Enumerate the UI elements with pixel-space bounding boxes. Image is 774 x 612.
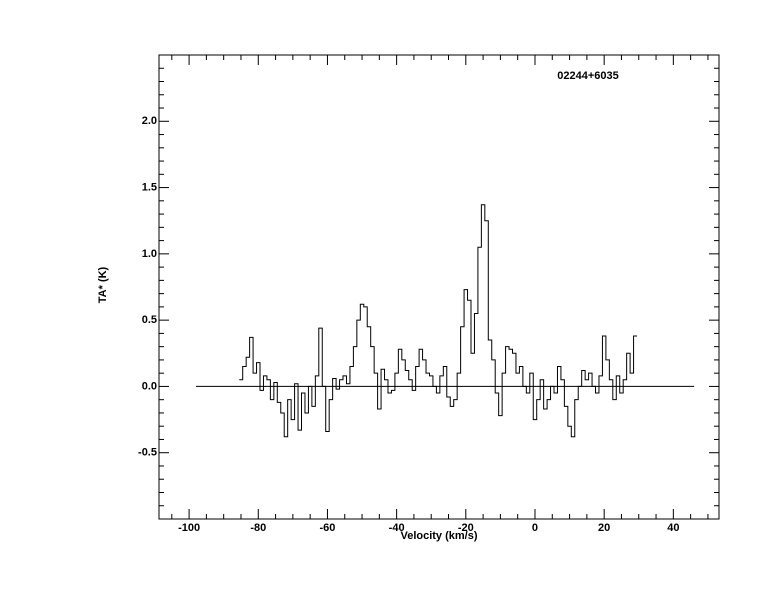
y-tick-label: -0.5	[138, 447, 157, 459]
y-tick-label: 1.0	[142, 248, 157, 260]
x-tick-label: -80	[250, 522, 266, 534]
x-tick-label: 20	[598, 522, 610, 534]
x-tick-label: -100	[178, 522, 200, 534]
x-tick-label: -20	[458, 522, 474, 534]
x-tick-label: 40	[667, 522, 679, 534]
y-tick-label: 2.0	[142, 115, 157, 127]
spectrum-line	[239, 204, 638, 438]
y-axis-label: TA* (K)	[97, 266, 109, 303]
y-tick-label: 0.0	[142, 380, 157, 392]
x-tick-label: -40	[389, 522, 405, 534]
plot-frame	[158, 54, 720, 520]
y-tick-label: 0.5	[142, 314, 157, 326]
x-tick-label: -60	[319, 522, 335, 534]
x-axis-label: Velocity (km/s)	[400, 530, 477, 542]
x-tick-label: 0	[532, 522, 538, 534]
y-tick-label: 1.5	[142, 181, 157, 193]
annotation: 02244+6035	[557, 70, 618, 82]
